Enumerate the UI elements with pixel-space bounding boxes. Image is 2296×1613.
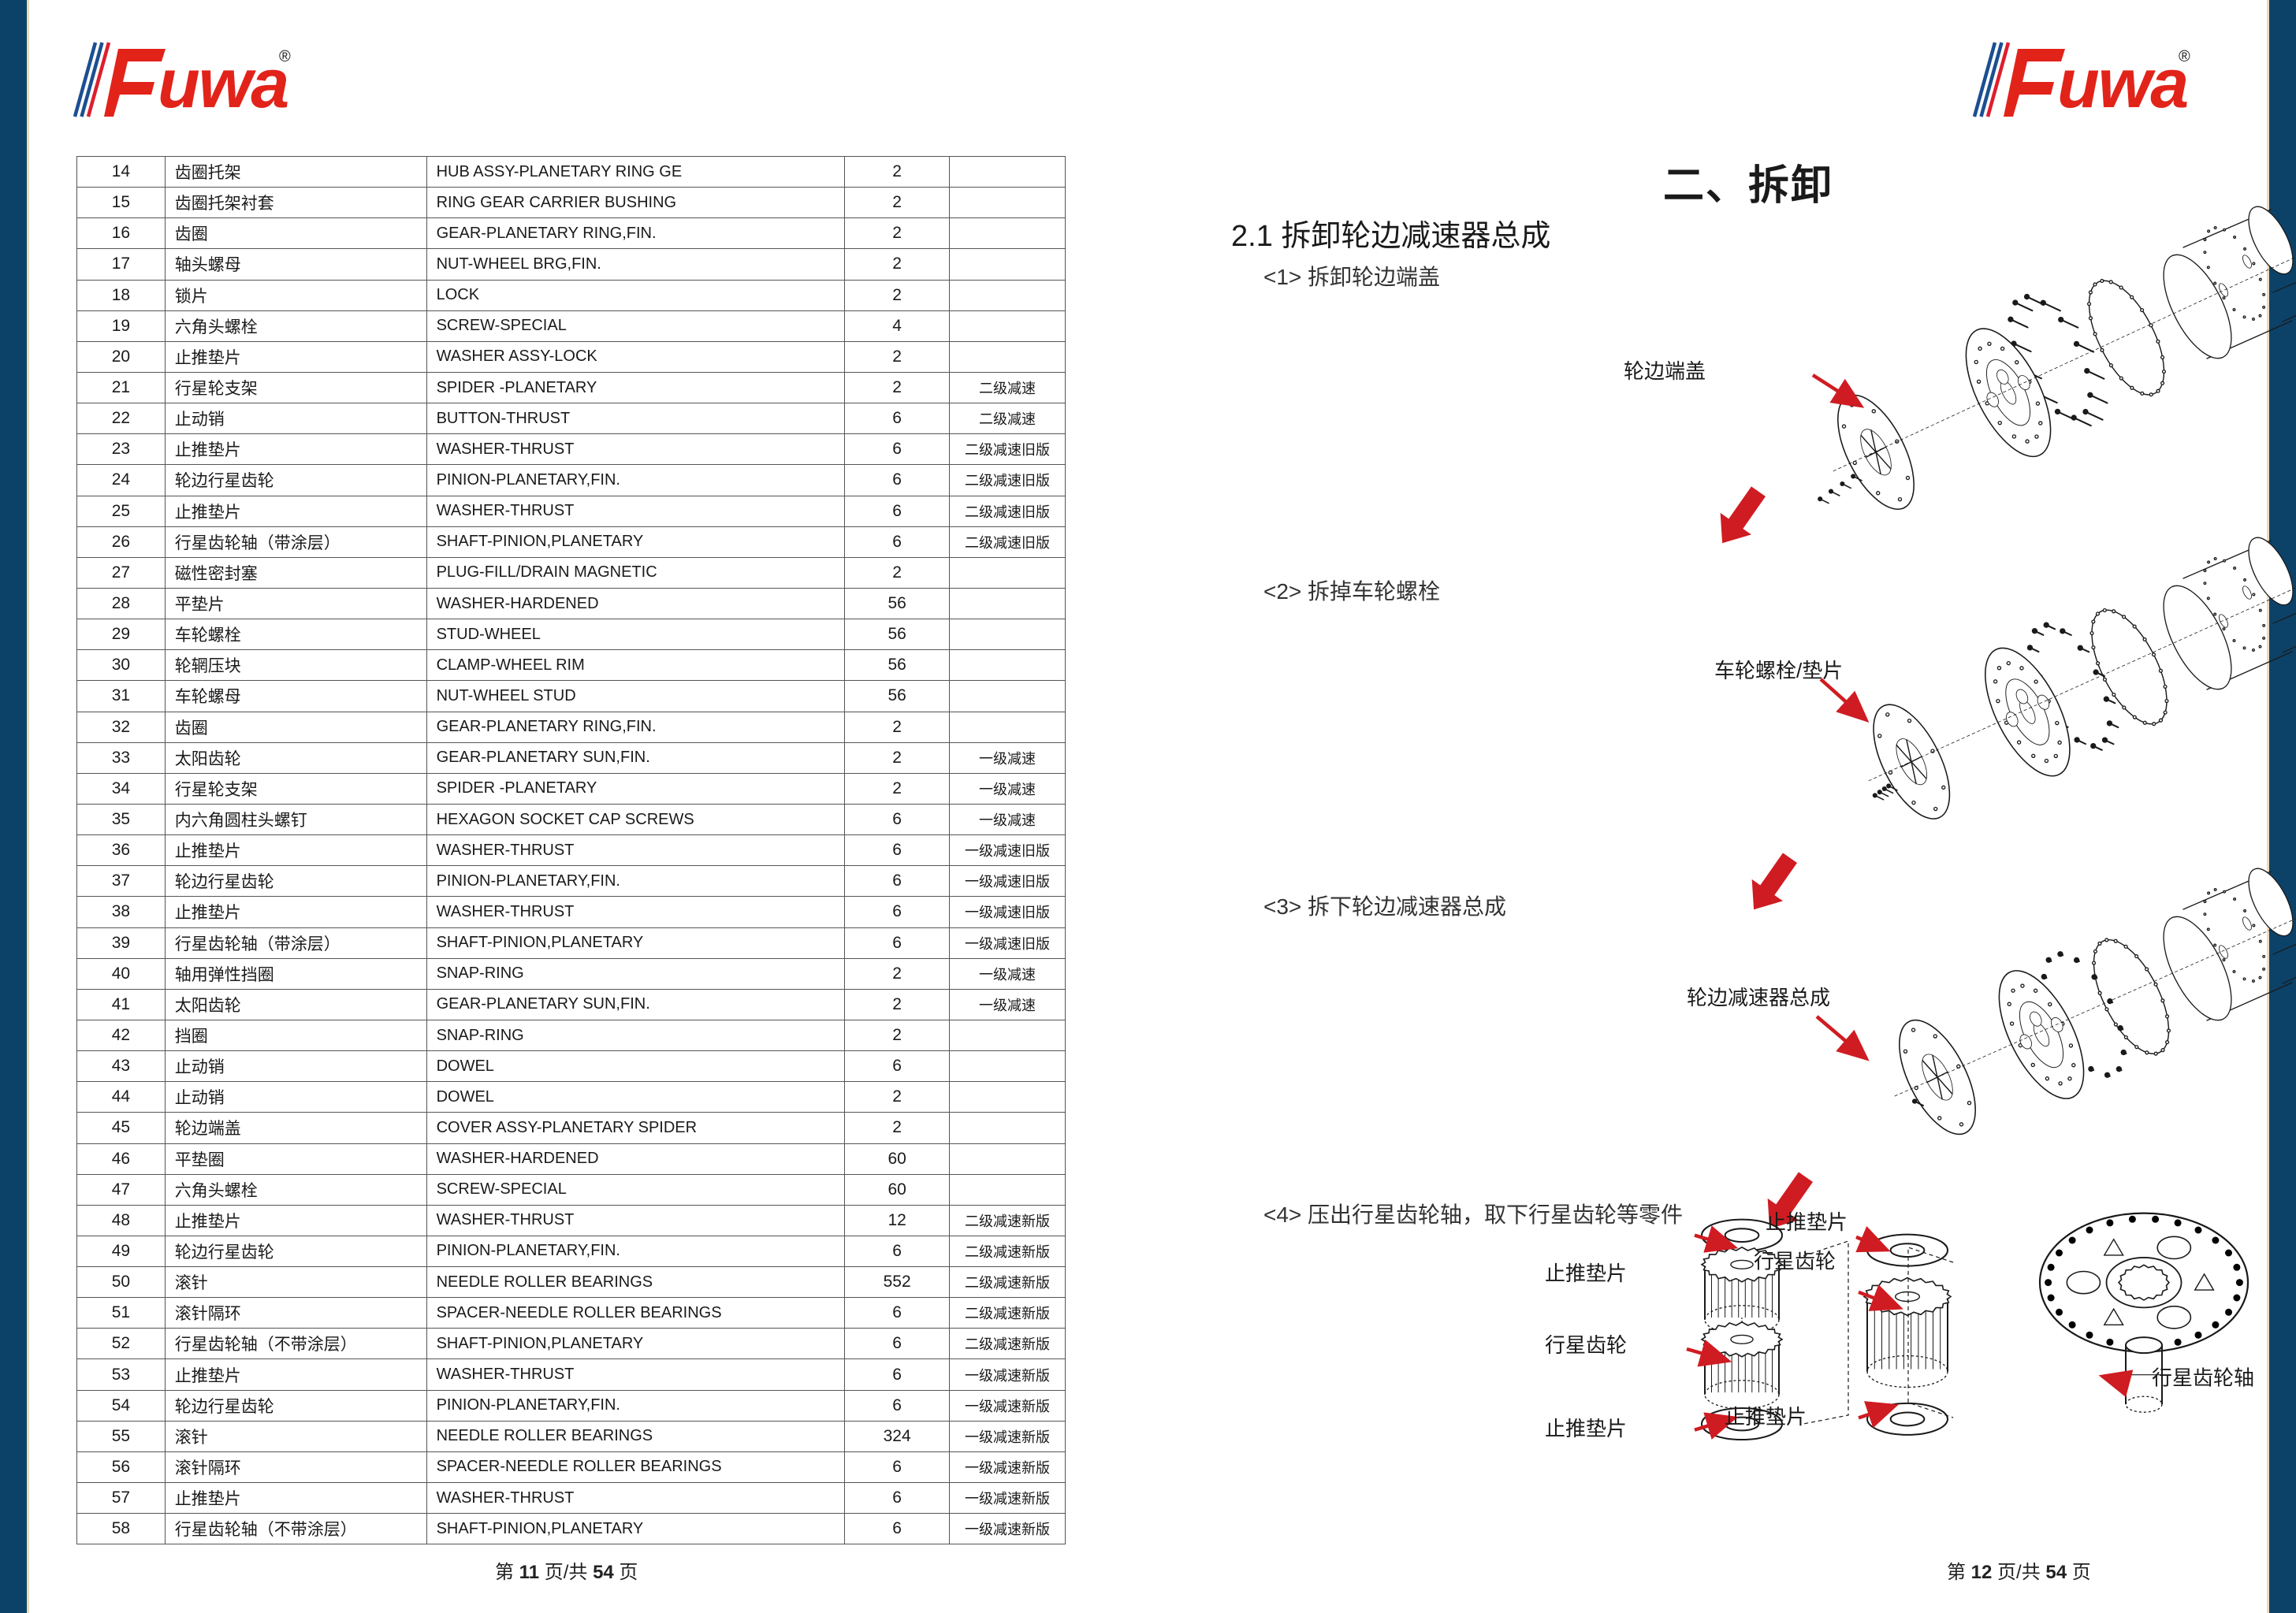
svg-text:车轮螺栓/垫片: 车轮螺栓/垫片 <box>1714 659 1843 682</box>
svg-text:行星齿轮: 行星齿轮 <box>1545 1333 1627 1357</box>
svg-text:止推垫片: 止推垫片 <box>1545 1262 1627 1285</box>
svg-text:止推垫片: 止推垫片 <box>1545 1417 1627 1440</box>
svg-text:轮边减速器总成: 轮边减速器总成 <box>1687 986 1830 1009</box>
svg-text:行星齿轮轴: 行星齿轮轴 <box>2152 1366 2254 1390</box>
svg-text:止推垫片: 止推垫片 <box>1766 1210 1848 1234</box>
svg-text:轮边端盖: 轮边端盖 <box>1624 359 1706 383</box>
svg-text:行星齿轮: 行星齿轮 <box>1754 1249 1836 1273</box>
svg-text:止推垫片: 止推垫片 <box>1725 1405 1807 1429</box>
